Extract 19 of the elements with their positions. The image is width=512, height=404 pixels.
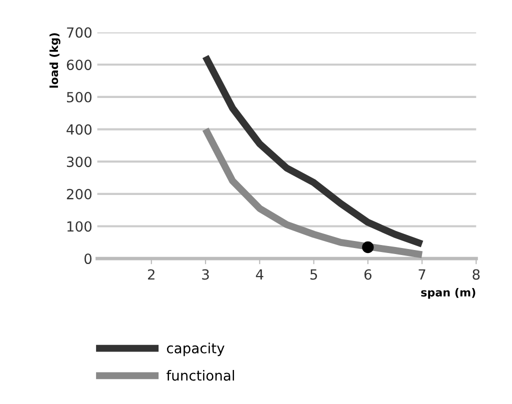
y-tick-label: 0 xyxy=(84,254,92,264)
y-tick-label: 600 xyxy=(66,60,92,70)
y-tick-label: 400 xyxy=(66,124,92,135)
y-tick-label: 700 xyxy=(67,27,92,38)
y-tick-label: 100 xyxy=(67,221,92,232)
y-tick-label: 500 xyxy=(66,92,92,102)
x-tick-label: 2 xyxy=(148,269,154,280)
x-tick-label: 7 xyxy=(418,269,426,280)
x-tick-label: 3 xyxy=(202,269,209,280)
y-tick-label: 300 xyxy=(66,156,92,168)
legend-label: capacity xyxy=(166,342,224,356)
x-tick-label: 5 xyxy=(310,269,317,280)
x-axis-title: span (m) xyxy=(421,288,476,299)
y-tick-label: 200 xyxy=(66,188,92,200)
x-tick-label: 8 xyxy=(472,269,480,280)
x-tick-label: 4 xyxy=(256,269,264,280)
x-tick-label: 6 xyxy=(364,269,372,280)
legend-label: functional xyxy=(166,370,234,381)
y-axis-title: load (kg) xyxy=(50,33,60,88)
